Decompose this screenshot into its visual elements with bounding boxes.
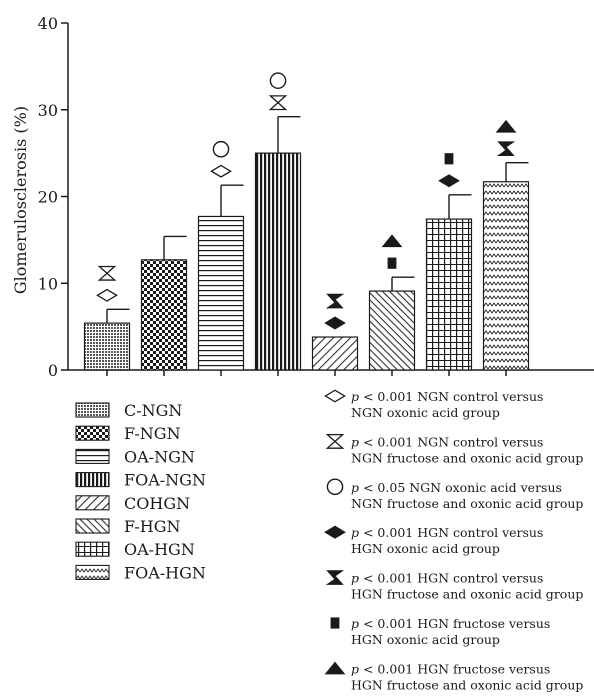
diamond-filled-icon [438, 174, 460, 188]
significance-markers [96, 72, 517, 330]
p-symbol: p [351, 389, 359, 404]
legend-label: FOA-NGN [124, 471, 206, 490]
note-text-1: < 0.001 HGN fructose versus [359, 616, 550, 631]
note-line-1: p < 0.001 HGN fructose versus [351, 616, 550, 631]
bar-cohgn [311, 336, 359, 371]
bowtie-icon [97, 265, 117, 281]
diamond-open-icon [210, 164, 232, 178]
note-line-2: HGN fructose and oxonic acid group [351, 677, 583, 692]
legend-item: OA-HGN [75, 540, 195, 559]
legend-item: FOA-NGN [75, 471, 206, 490]
p-symbol: p [351, 661, 359, 676]
legend-swatch [75, 472, 110, 488]
legend-item: FOA-HGN [75, 563, 206, 582]
triangle-filled-icon [381, 234, 403, 248]
diamond-filled-icon [324, 316, 346, 330]
note-text-1: < 0.001 NGN control versus [359, 389, 543, 404]
y-tick-label: 30 [38, 101, 58, 120]
legend: C-NGN F-NGN OA-NGN FOA-NGN COHGN F-HGN OA-HGN F… [75, 401, 206, 582]
legend-swatch [75, 495, 110, 511]
legend-swatch [75, 518, 110, 534]
note-line-1: p < 0.001 NGN control versus [351, 434, 543, 449]
circle-open-icon [326, 478, 344, 496]
bar-f-hgn [368, 290, 416, 371]
bar-oa-hgn [425, 218, 473, 371]
bowtie-filled-icon [496, 141, 516, 156]
note-line-1: p < 0.05 NGN oxonic acid versus [351, 480, 562, 495]
note-text-1: < 0.001 HGN control versus [359, 571, 543, 586]
bar-f-ngn [140, 259, 188, 371]
note-line-2: NGN fructose and oxonic acid group [351, 450, 583, 465]
note-line-2: HGN oxonic acid group [351, 541, 500, 556]
triangle-filled-icon [324, 661, 346, 675]
p-symbol: p [351, 525, 359, 540]
note-line-2: HGN fructose and oxonic acid group [351, 587, 583, 602]
legend-label: C-NGN [124, 401, 182, 420]
y-tick-label: 40 [38, 14, 58, 33]
square-filled-icon [387, 257, 397, 269]
legend-swatch [75, 402, 110, 418]
note-line-2: NGN fructose and oxonic acid group [351, 496, 583, 511]
legend-item: F-NGN [75, 424, 181, 443]
diamond-open-icon [324, 389, 346, 403]
note-line-1: p < 0.001 HGN fructose versus [351, 661, 550, 676]
square-filled-icon [330, 617, 340, 629]
note-line-2: HGN oxonic acid group [351, 632, 500, 647]
note-line-1: p < 0.001 NGN control versus [351, 389, 543, 404]
bars [83, 115, 530, 371]
y-tick-label: 10 [38, 274, 58, 293]
legend-label: OA-NGN [124, 447, 195, 466]
note-text-1: < 0.001 HGN fructose versus [359, 661, 550, 676]
note-text-1: < 0.001 NGN control versus [359, 434, 543, 449]
note-text-1: < 0.05 NGN oxonic acid versus [359, 480, 562, 495]
legend-label: COHGN [124, 494, 190, 513]
note-line-1: p < 0.001 HGN control versus [351, 525, 543, 540]
legend-label: F-NGN [124, 424, 181, 443]
p-symbol: p [351, 480, 359, 495]
bar-foa-ngn [254, 152, 302, 371]
legend-swatch [75, 564, 110, 580]
legend-label: F-HGN [124, 517, 181, 536]
diamond-filled-icon [324, 525, 346, 539]
y-tick-label: 20 [38, 188, 58, 207]
circle-open-icon [212, 140, 230, 158]
diamond-open-icon [96, 288, 118, 302]
p-symbol: p [351, 616, 359, 631]
bar-oa-ngn [197, 215, 245, 371]
legend-swatch [75, 425, 110, 441]
legend-item: C-NGN [75, 401, 182, 420]
bar-foa-hgn [482, 181, 530, 371]
triangle-filled-icon [495, 119, 517, 133]
y-tick-label: 0 [48, 361, 58, 380]
square-filled-icon [444, 153, 454, 165]
legend-swatch [75, 448, 110, 464]
legend-item: OA-NGN [75, 447, 195, 466]
legend-label: FOA-HGN [124, 563, 206, 582]
p-symbol: p [351, 434, 359, 449]
bowtie-icon [268, 95, 288, 111]
note-line-2: NGN oxonic acid group [351, 405, 500, 420]
note-text-1: < 0.001 HGN control versus [359, 525, 543, 540]
p-symbol: p [351, 571, 359, 586]
circle-open-icon [269, 72, 287, 89]
legend-label: OA-HGN [124, 540, 195, 559]
y-axis-title: Glomerulosclerosis (%) [11, 106, 30, 294]
bowtie-filled-icon [325, 293, 345, 309]
bar-c-ngn [83, 322, 131, 371]
legend-item: F-HGN [75, 517, 181, 536]
legend-swatch [75, 541, 110, 557]
bowtie-filled-icon [325, 570, 345, 585]
legend-item: COHGN [75, 494, 190, 513]
note-line-1: p < 0.001 HGN control versus [351, 571, 543, 586]
bowtie-icon [325, 433, 345, 449]
